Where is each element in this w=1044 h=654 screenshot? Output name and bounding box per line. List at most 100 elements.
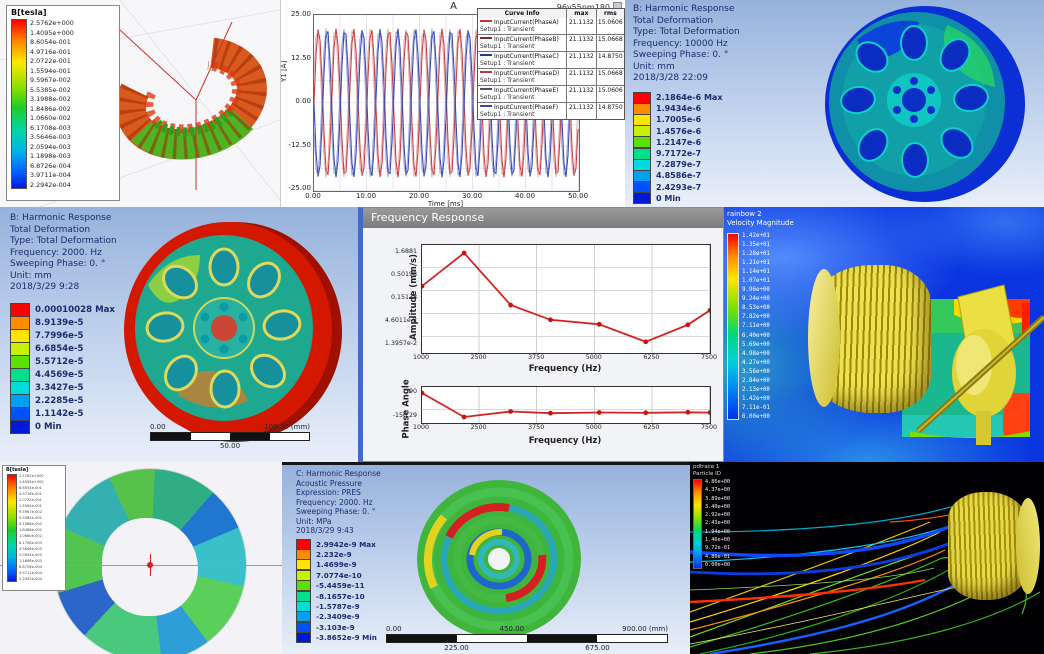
legend-value: 1.0660e-002 <box>30 114 71 123</box>
legend-color-cell <box>10 302 30 317</box>
result-legend: 2.9942e-9 Max 2.232e-9 1.4699e-9 7.0774e… <box>296 538 377 644</box>
legend-value: 8.9139e-5 <box>35 317 84 328</box>
header-line: Frequency: 2000. Hz <box>296 497 373 507</box>
series-setup: Setup1 : Transient <box>480 94 535 101</box>
amplitude-plot <box>421 244 711 354</box>
legend-title: B[tesla] <box>11 8 47 17</box>
legend-value: 1.35e+01 <box>742 242 770 249</box>
header-line: Type: Total Deformation <box>10 236 117 246</box>
title-line: Particle ID <box>693 470 721 477</box>
series-max: 21.1132 <box>567 35 597 51</box>
legend-row: -2.3409e-9 <box>296 611 377 623</box>
legend-value: 3.9711e-004 <box>30 171 71 180</box>
legend-value: 1.07e+01 <box>742 278 770 285</box>
title-line: pdtrace 1 <box>693 464 720 470</box>
header-line: 2018/3/28 22:09 <box>633 73 708 83</box>
legend-row: -8.1657e-10 <box>296 590 377 602</box>
legend-value: 7.7996e-5 <box>35 330 84 341</box>
table-row: InputCurrent(PhaseF) Setup1 : Transient … <box>478 102 624 119</box>
legend-value: 2.4293e-7 <box>656 182 702 192</box>
legend-value: 1.5594e-001 <box>30 66 71 75</box>
legend-value: 1.94e+00 <box>705 528 730 535</box>
legend-value: 3.1988e-002 <box>30 95 71 104</box>
panel-maxwell-torus: B[tesla] 2.5762e+000 1.4095e+000 8.6054e-0… <box>0 0 280 207</box>
legend-value: 1.42e+00 <box>742 395 770 402</box>
scale-max: 100.00 (mm) <box>264 423 310 431</box>
scale-bar: 0.00 100.00 (mm) 50.00 <box>150 423 310 451</box>
field-legend: B[tesla] 2.5762e+000 1.4095e+000 8.6054e-0… <box>6 5 120 201</box>
legend-color-cell <box>10 419 30 434</box>
legend-row: -3.103e-9 <box>296 621 377 633</box>
legend-row: 1.7005e-6 <box>633 113 723 126</box>
color-bar <box>693 479 702 569</box>
y-axis-ticks: 25.00 12.50 0.00 -12.50 -25.00 <box>287 10 311 192</box>
legend-value: 3.5646e-003 <box>19 546 42 551</box>
series-swatch <box>480 71 492 73</box>
series-name: InputCurrent(PhaseB) <box>494 36 559 43</box>
legend-row: -5.4459e-11 <box>296 580 377 592</box>
legend-value: 1.46e+00 <box>705 537 730 544</box>
legend-color-cell <box>633 125 651 138</box>
scale-q3: 675.00 <box>585 644 610 652</box>
panel-current-plot: A 96v55nm180 Y1 [A] 25.0012.500.00-12.50… <box>280 0 626 207</box>
gear-front-face <box>808 269 840 407</box>
y-tick: 12.50 <box>290 53 311 62</box>
legend-color-cell <box>296 538 311 550</box>
legend-value: 1.28e+01 <box>742 251 770 258</box>
header-line: Frequency: 2000. Hz <box>10 247 102 258</box>
table-row: InputCurrent(PhaseA) Setup1 : Transient … <box>478 18 624 34</box>
legend-value: 2.43e+00 <box>705 520 730 527</box>
series-name: InputCurrent(PhaseC) <box>494 53 559 60</box>
legend-color-cell <box>296 601 311 613</box>
header-line: B: Harmonic Response <box>10 213 112 223</box>
table-row: InputCurrent(PhaseD) Setup1 : Transient … <box>478 68 624 85</box>
legend-row: -1.5787e-9 <box>296 601 377 613</box>
legend-row: 7.7996e-5 <box>10 328 115 343</box>
series-setup: Setup1 : Transient <box>480 26 535 33</box>
legend-value: 1.4699e-9 <box>316 560 357 570</box>
legend-value: 4.9716e-001 <box>30 47 71 56</box>
deformed-wheel <box>124 222 342 442</box>
window-title-bar[interactable]: Frequency Response <box>363 208 723 228</box>
legend-row: 1.4699e-9 <box>296 559 377 571</box>
legend-value: 4.27e+00 <box>742 359 770 366</box>
legend-value: 6.6854e-5 <box>35 343 84 354</box>
legend-value: 9.24e+00 <box>742 296 770 303</box>
legend-value: 6.8726e-004 <box>30 161 71 170</box>
legend-value: 1.7005e-6 <box>656 115 702 125</box>
legend-value: 3.56e+00 <box>742 368 770 375</box>
legend-value: -2.3409e-9 <box>316 612 360 622</box>
legend-value: 0 Min <box>35 421 62 432</box>
header-line: Total Deformation <box>633 15 714 26</box>
legend-value: 1.1898e-003 <box>19 558 42 563</box>
header-line: Total Deformation <box>10 224 91 235</box>
legend-value: 4.4569e-5 <box>35 369 84 380</box>
legend-value: 4.8586e-7 <box>656 171 702 181</box>
series-max: 21.1132 <box>567 18 597 34</box>
scale-bar-segments <box>386 634 668 643</box>
legend-value: 7.11e+00 <box>742 323 770 330</box>
header-line: Unit: mm <box>633 61 675 72</box>
table-header: Curve Info max rms <box>478 9 624 18</box>
legend-value: 5.5385e-002 <box>19 516 42 521</box>
series-rms: 15.0606 <box>597 87 623 94</box>
legend-value: 8.6054e-001 <box>30 38 71 47</box>
legend-row: 5.5712e-5 <box>10 354 115 369</box>
legend-color-cell <box>296 549 311 561</box>
series-swatch <box>480 20 492 22</box>
header-line: Sweeping Phase: 0. ° <box>10 259 106 269</box>
table-row: InputCurrent(PhaseB) Setup1 : Transient … <box>478 34 624 51</box>
phase-x-label: Frequency (Hz) <box>528 436 602 446</box>
legend-value: 3.9711e-004 <box>19 570 42 575</box>
acoustic-disk <box>417 480 581 638</box>
legend-value: 3.5646e-003 <box>30 133 71 142</box>
panel-streamlines: pdtrace 1 Particle ID 4.86e+00 4.37e+00 3.8… <box>690 462 1044 654</box>
legend-value: 9.72e-01 <box>705 545 730 552</box>
series-swatch <box>480 105 492 107</box>
series-rms: 15.0606 <box>597 19 623 26</box>
legend-value: 2.0722e-001 <box>30 57 71 66</box>
legend-color-cell <box>10 406 30 421</box>
legend-color-cell <box>296 632 311 644</box>
legend-color-cell <box>296 590 311 602</box>
color-bar <box>11 19 27 189</box>
